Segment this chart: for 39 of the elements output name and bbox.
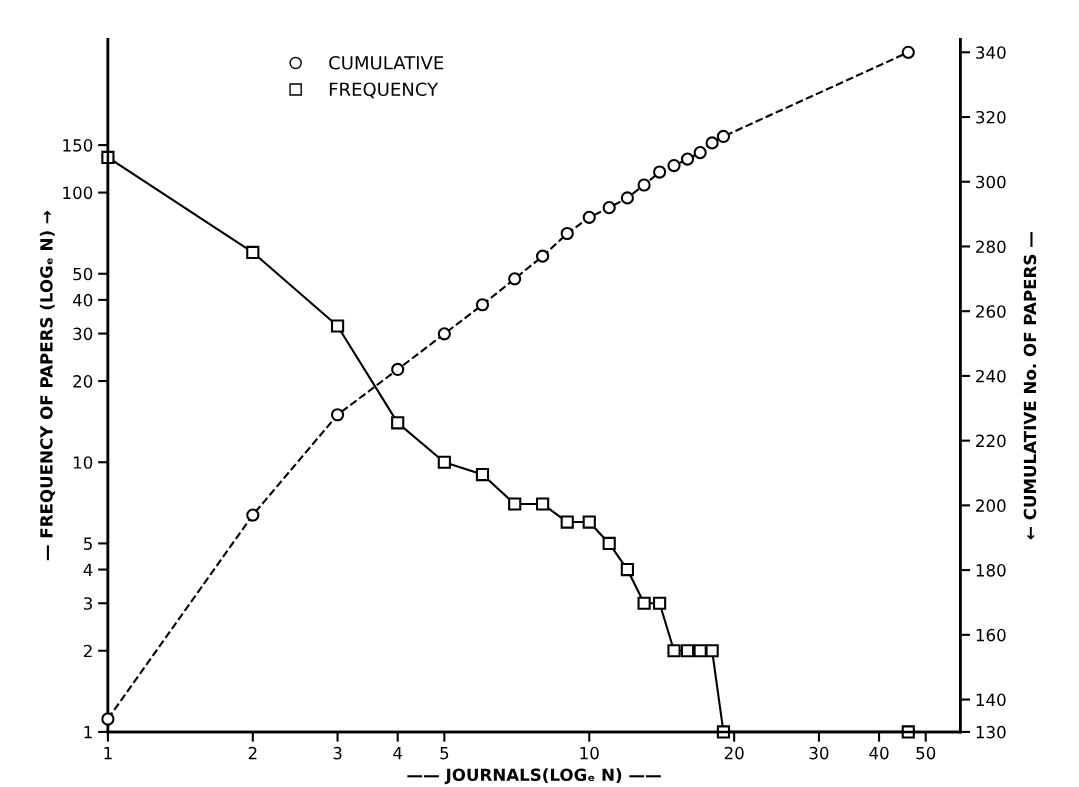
legend-label: CUMULATIVE bbox=[329, 55, 444, 70]
legend-label: FREQUENCY bbox=[329, 82, 439, 99]
x-tick-label: 1 bbox=[104, 747, 112, 760]
x-tick-label: 20 bbox=[724, 746, 744, 760]
y-tick-label: 4 bbox=[83, 563, 93, 576]
y-tick-label: 100 bbox=[63, 186, 93, 200]
x-tick-label: 2 bbox=[248, 746, 257, 760]
y-tick-label: 3 bbox=[83, 597, 92, 610]
x-tick-label: 10 bbox=[580, 746, 599, 760]
y-tick-label: 40 bbox=[72, 293, 93, 307]
y-tick-label: 5 bbox=[84, 537, 92, 550]
y2-tick-label: 340 bbox=[976, 46, 1006, 59]
x-tick-label: 5 bbox=[440, 747, 449, 760]
y2-tick-label: 320 bbox=[976, 110, 1006, 124]
x-tick-label: 50 bbox=[916, 746, 936, 760]
y-axis-title: — FREQUENCY OF PAPERS (LOGₑ N) → bbox=[39, 210, 55, 561]
y-tick-label: 2 bbox=[83, 644, 92, 658]
x-tick-label: 4 bbox=[393, 747, 403, 760]
y-tick-label: 10 bbox=[73, 456, 93, 469]
y2-tick-label: 200 bbox=[976, 499, 1006, 512]
y2-tick-label: 130 bbox=[976, 725, 1006, 739]
x-axis-title: —— JOURNALS(LOGₑ N) —— bbox=[407, 768, 661, 785]
y-tick-label: 150 bbox=[63, 139, 93, 152]
x-tick-label: 30 bbox=[809, 746, 829, 760]
x-tick-label: 3 bbox=[333, 746, 342, 760]
y-tick-label: 1 bbox=[84, 726, 92, 739]
y2-tick-label: 300 bbox=[976, 175, 1006, 189]
y-tick-label: 30 bbox=[73, 327, 93, 341]
x-tick-label: 40 bbox=[869, 746, 889, 760]
y-tick-label: 50 bbox=[73, 267, 93, 281]
y2-tick-label: 180 bbox=[976, 564, 1006, 577]
y2-tick-label: 220 bbox=[976, 434, 1006, 448]
y2-tick-label: 160 bbox=[976, 628, 1006, 642]
y2-tick-label: 260 bbox=[976, 305, 1006, 318]
y-tick-label: 20 bbox=[73, 375, 93, 388]
y2-tick-label: 140 bbox=[976, 693, 1006, 707]
y2-tick-label: 280 bbox=[976, 240, 1006, 254]
y2-tick-label: 240 bbox=[976, 369, 1006, 383]
y2-axis-title: ← CUMULATIVE No. OF PAPERS — bbox=[1023, 232, 1037, 540]
